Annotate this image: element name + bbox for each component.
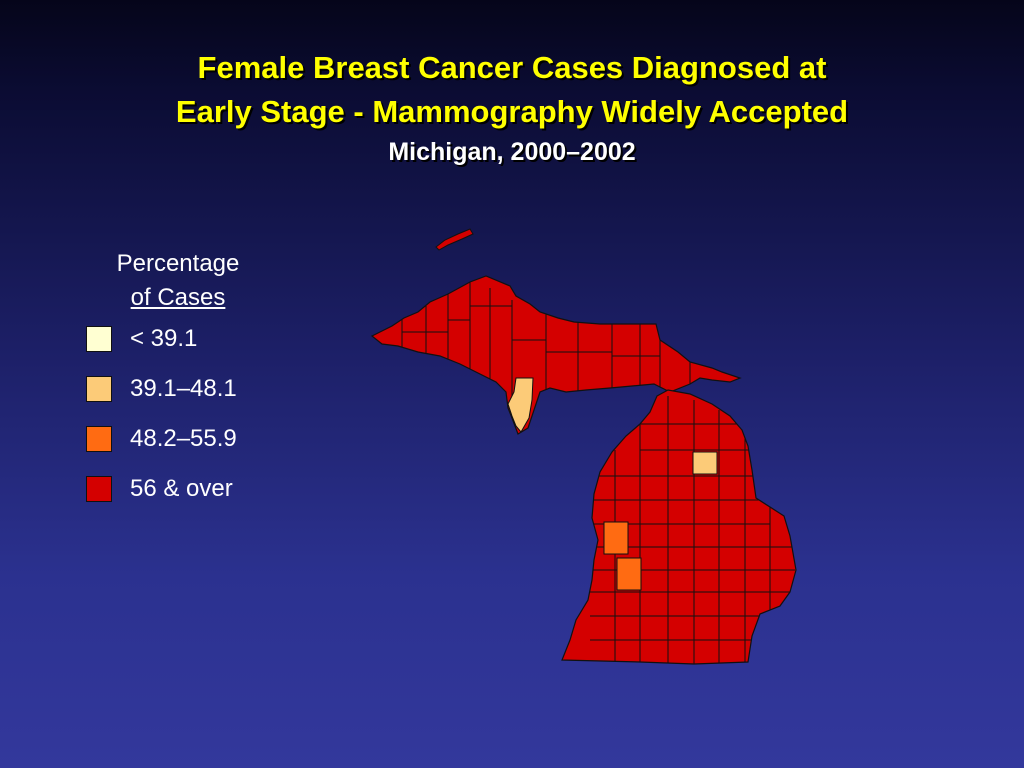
legend-heading-line-2: of Cases (130, 284, 226, 311)
map-subtitle: Michigan, 2000–2002 (388, 138, 636, 166)
county-northeast-highlight (692, 451, 718, 475)
county-west-central-north-highlight (603, 521, 629, 555)
county-upper-peninsula-highlight (507, 377, 534, 433)
isle-royale-shape (435, 228, 474, 251)
county-west-central-south-highlight (616, 557, 642, 591)
legend-label: 56 & over (130, 475, 233, 502)
legend-heading-line-1: Percentage (116, 250, 240, 277)
legend-heading: Percentage of Cases (88, 247, 268, 315)
legend-label: < 39.1 (130, 325, 198, 352)
lower-peninsula-shape (561, 389, 797, 665)
upper-peninsula-county-lines (401, 280, 691, 400)
map-title-line-2: Early Stage - Mammography Widely Accepte… (175, 94, 849, 129)
legend-swatch (86, 326, 112, 352)
legend-label: 48.2–55.9 (130, 425, 237, 452)
legend-swatch (86, 426, 112, 452)
upper-peninsula-shape (370, 275, 742, 435)
legend-label: 39.1–48.1 (130, 375, 237, 402)
legend-swatch (86, 376, 112, 402)
legend-swatch (86, 476, 112, 502)
map-title-line-1: Female Breast Cancer Cases Diagnosed at (197, 50, 827, 85)
